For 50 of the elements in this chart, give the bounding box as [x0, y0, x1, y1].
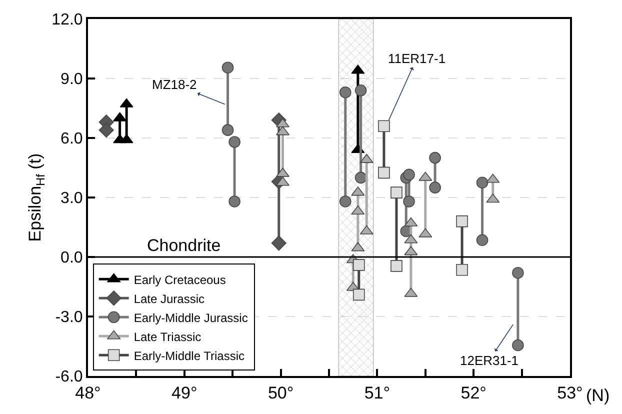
point — [403, 196, 415, 208]
point — [390, 186, 402, 198]
point — [339, 196, 352, 208]
point — [339, 86, 352, 98]
point — [512, 266, 524, 279]
x-tick-label: 49° — [172, 383, 198, 402]
point — [354, 84, 367, 96]
point — [429, 182, 441, 194]
point — [476, 234, 488, 246]
x-tick-label: 53° — [557, 383, 583, 402]
legend-label: Early-Middle Triassic — [134, 348, 245, 363]
y-tick-label: -3.0 — [55, 309, 83, 326]
x-tick-label: 48° — [75, 383, 101, 402]
legend-label: Late Triassic — [134, 330, 202, 344]
x-tick-label: 50° — [268, 383, 294, 402]
point — [98, 122, 114, 138]
x-axis-title: (N) — [586, 386, 610, 405]
ref-line-label: Chondrite — [147, 236, 221, 255]
point — [222, 62, 234, 74]
point — [378, 120, 390, 132]
point — [378, 166, 390, 179]
point — [352, 259, 365, 271]
legend-label: Late Jurassic — [134, 292, 205, 306]
legend-label: Early-Middle Jurassic — [134, 310, 248, 325]
x-tick-label: 52° — [460, 383, 486, 402]
annotation: MZ18-2 — [152, 77, 197, 92]
point — [390, 260, 402, 272]
point — [456, 264, 468, 276]
point — [228, 136, 240, 148]
point — [351, 205, 365, 215]
y-tick-label: 3.0 — [60, 190, 83, 208]
point — [222, 124, 234, 136]
y-tick-label: 6.0 — [60, 130, 83, 148]
legend-label: Early Cretaceous — [134, 272, 226, 287]
y-tick-label: 0.0 — [60, 250, 83, 267]
annotation: 11ER17-1 — [388, 51, 446, 66]
y-tick-label: -6.0 — [55, 368, 83, 386]
point — [476, 176, 488, 189]
y-tick-label: 9.0 — [60, 71, 83, 88]
point — [456, 215, 468, 228]
point — [354, 172, 367, 184]
point — [403, 168, 415, 181]
point — [429, 152, 441, 164]
point — [271, 236, 286, 251]
point — [228, 196, 240, 208]
point — [352, 288, 365, 301]
annotation: 12ER31-1 — [460, 353, 519, 368]
point — [512, 339, 524, 352]
y-tick-label: 12.0 — [52, 12, 83, 29]
x-tick-label: 51° — [364, 383, 390, 402]
